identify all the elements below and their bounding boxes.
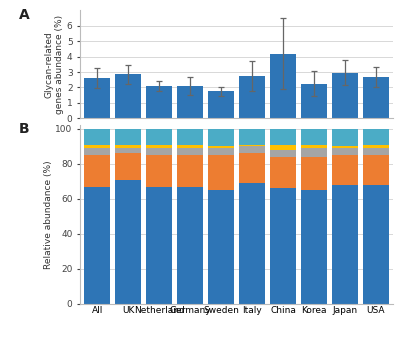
Bar	[270, 145, 296, 150]
Y-axis label: Relative abundance (%): Relative abundance (%)	[44, 160, 53, 269]
Bar	[84, 129, 110, 145]
Bar	[115, 154, 142, 180]
Bar	[177, 187, 203, 304]
Text: A: A	[19, 8, 30, 22]
Bar	[146, 155, 172, 187]
Bar	[208, 146, 234, 148]
Bar	[239, 183, 265, 304]
Bar	[239, 146, 265, 154]
Bar	[301, 190, 327, 304]
Bar	[301, 145, 327, 148]
Bar	[332, 73, 358, 118]
Bar	[208, 155, 234, 190]
Bar	[208, 129, 234, 146]
Bar	[177, 145, 203, 148]
Bar	[115, 129, 142, 145]
Bar	[146, 86, 172, 118]
Bar	[208, 91, 234, 118]
Bar	[301, 157, 327, 190]
Bar	[239, 154, 265, 183]
Bar	[146, 148, 172, 155]
Text: B: B	[19, 122, 30, 136]
Bar	[270, 53, 296, 118]
Bar	[332, 146, 358, 148]
Bar	[270, 188, 296, 304]
Y-axis label: Glycan-related
genes abundance (%): Glycan-related genes abundance (%)	[45, 15, 64, 114]
Bar	[332, 148, 358, 155]
Bar	[301, 148, 327, 157]
Bar	[363, 185, 389, 304]
Bar	[84, 155, 110, 187]
Bar	[84, 148, 110, 155]
Bar	[270, 150, 296, 157]
Bar	[332, 185, 358, 304]
Bar	[146, 187, 172, 304]
Bar	[115, 75, 142, 118]
Bar	[363, 77, 389, 118]
Bar	[208, 190, 234, 304]
Bar	[363, 145, 389, 148]
Bar	[177, 155, 203, 187]
Bar	[239, 76, 265, 118]
Bar	[84, 78, 110, 118]
Bar	[146, 129, 172, 145]
Bar	[177, 148, 203, 155]
Bar	[363, 155, 389, 185]
Bar	[332, 155, 358, 185]
Bar	[270, 157, 296, 188]
Bar	[301, 83, 327, 118]
Bar	[115, 148, 142, 154]
Bar	[332, 129, 358, 146]
Bar	[208, 148, 234, 155]
Bar	[239, 145, 265, 146]
Bar	[270, 129, 296, 145]
Bar	[301, 129, 327, 145]
Bar	[115, 145, 142, 148]
Bar	[84, 187, 110, 304]
Bar	[363, 129, 389, 145]
Bar	[363, 148, 389, 155]
Bar	[239, 129, 265, 145]
Bar	[146, 145, 172, 148]
Bar	[115, 180, 142, 304]
Bar	[84, 145, 110, 148]
Bar	[177, 129, 203, 145]
Bar	[177, 86, 203, 118]
